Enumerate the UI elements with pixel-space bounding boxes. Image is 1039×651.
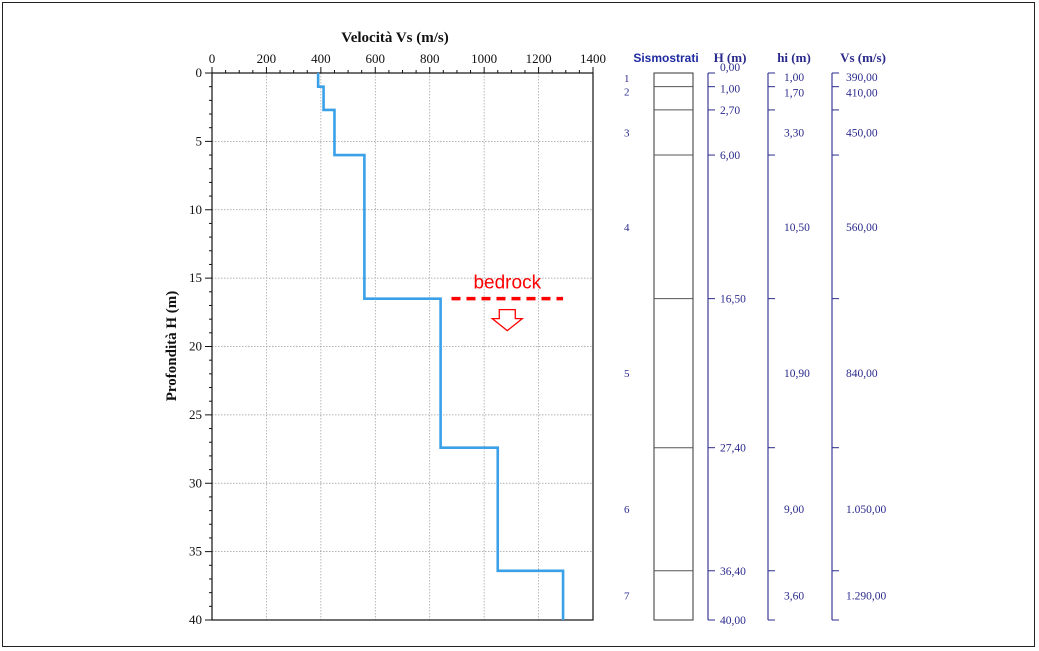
hi-value: 9,00	[784, 504, 804, 516]
layer-id: 6	[624, 504, 630, 516]
vs-value: 1.050,00	[846, 504, 887, 516]
grid	[212, 73, 593, 620]
x-tick-label: 400	[311, 51, 331, 66]
col-header-hi: hi (m)	[777, 50, 811, 65]
h-label: 27,40	[720, 443, 746, 455]
h-label: 2,70	[720, 105, 740, 117]
h-label: 16,50	[720, 294, 746, 306]
vs-value: 560,00	[846, 222, 878, 234]
h-label: 1,00	[720, 84, 740, 96]
vs-value: 390,00	[846, 72, 878, 84]
x-tick-label: 1200	[526, 51, 552, 66]
h-label: 0,00	[720, 62, 740, 74]
bedrock-label: bedrock	[473, 273, 541, 294]
strata-table: Sismostrati H (m) hi (m) Vs (m/s) 123456…	[624, 50, 887, 627]
strata-box	[653, 72, 694, 621]
h-label: 40,00	[720, 615, 746, 627]
y-tick-label: 10	[189, 202, 202, 217]
col-header-vs: Vs (m/s)	[840, 50, 886, 65]
col-header-sismostrati: Sismostrati	[633, 51, 698, 65]
hi-value: 1,70	[784, 88, 804, 100]
layer-id: 2	[624, 87, 630, 99]
bedrock-annotation: bedrock	[451, 273, 564, 332]
bedrock-arrow-icon	[490, 308, 525, 332]
layer-id: 3	[624, 127, 630, 139]
y-tick-label: 5	[196, 133, 203, 148]
axes	[205, 67, 594, 621]
x-tick-label: 0	[209, 51, 216, 66]
series	[316, 73, 565, 620]
tick-labels: 0 200 400 600 800 1000 1200 1400 0 5 10 15 20 25 30 35 4…	[189, 51, 606, 627]
x-tick-label: 800	[420, 51, 440, 66]
y-axis-label: Profondità H (m)	[164, 291, 180, 402]
hi-value: 10,90	[784, 368, 810, 380]
y-tick-label: 15	[189, 270, 202, 285]
col-header-h: H (m)	[714, 50, 747, 65]
y-tick-label: 35	[189, 544, 202, 559]
vs-value: 410,00	[846, 88, 878, 100]
x-tick-label: 600	[366, 51, 386, 66]
y-tick-label: 0	[196, 65, 203, 80]
h-label: 6,00	[720, 150, 740, 162]
hi-value: 1,00	[784, 72, 804, 84]
h-label: 36,40	[720, 566, 746, 578]
vs-value: 840,00	[846, 368, 878, 380]
velocity-chart: Velocità Vs (m/s) Profondità H (m) 0 200 4…	[164, 30, 606, 627]
x-tick-label: 1000	[471, 51, 497, 66]
hi-value: 3,30	[784, 127, 804, 139]
vs-value: 450,00	[846, 127, 878, 139]
vs-value: 1.290,00	[846, 590, 887, 602]
hi-value: 10,50	[784, 222, 810, 234]
layer-id: 4	[624, 222, 630, 234]
y-tick-label: 30	[189, 475, 202, 490]
layer-id: 5	[624, 368, 630, 380]
strata-columns: 1 2 3 4 5 6 7 0,00 1,00 2,70 6,00 16,50 27,40 36,40 40…	[624, 62, 887, 627]
hi-value: 3,60	[784, 590, 804, 602]
y-tick-label: 20	[189, 339, 202, 354]
x-tick-label: 1400	[580, 51, 606, 66]
chart-title: Velocità Vs (m/s)	[341, 30, 449, 46]
y-tick-label: 25	[189, 407, 202, 422]
vs-profile-line	[316, 73, 565, 620]
layer-id: 1	[624, 73, 630, 85]
layer-id: 7	[624, 590, 630, 602]
y-tick-label: 40	[189, 612, 202, 627]
x-tick-label: 200	[257, 51, 277, 66]
